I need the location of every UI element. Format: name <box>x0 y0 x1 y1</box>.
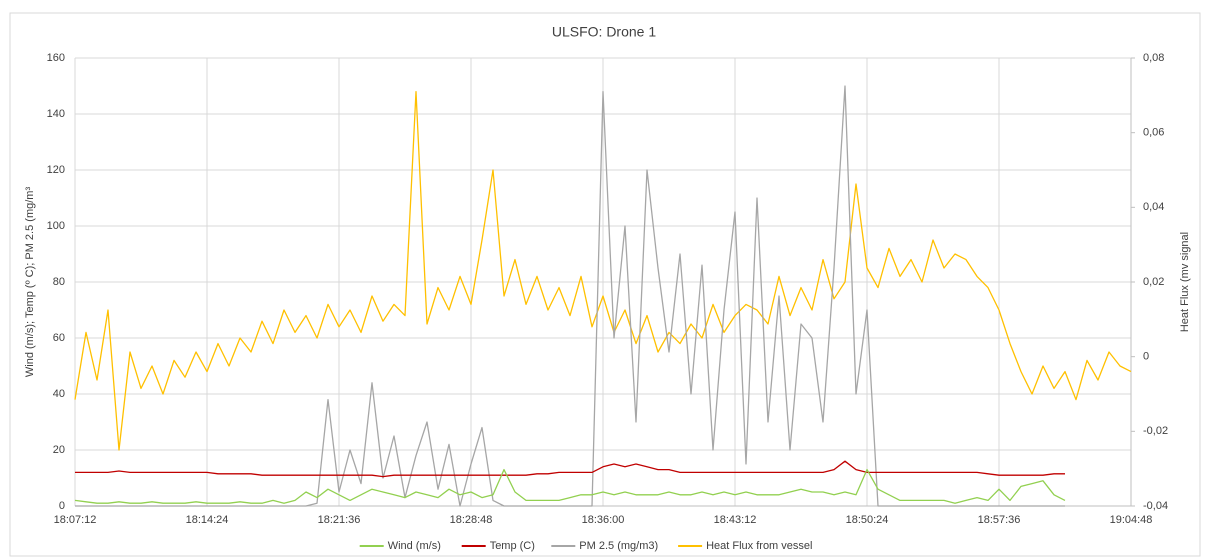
x-tick-label: 18:14:24 <box>186 514 229 526</box>
y2-tick-label: 0,02 <box>1143 276 1164 288</box>
y2-tick-label: 0 <box>1143 351 1149 363</box>
x-tick-label: 18:43:12 <box>714 514 757 526</box>
y-tick-label: 160 <box>47 52 65 64</box>
x-tick-label: 18:28:48 <box>450 514 493 526</box>
x-tick-label: 19:04:48 <box>1110 514 1153 526</box>
series-line <box>74 468 1066 504</box>
y2-tick-label: -0,02 <box>1143 425 1168 437</box>
chart-frame <box>9 12 1201 557</box>
x-tick-label: 18:57:36 <box>978 514 1021 526</box>
legend-label: Temp (C) <box>490 540 535 552</box>
chart-title: ULSFO: Drone 1 <box>552 24 656 40</box>
y2-tick-label: -0,04 <box>1143 500 1168 512</box>
x-tick-label: 18:50:24 <box>846 514 889 526</box>
y2-tick-label: 0,08 <box>1143 52 1164 64</box>
y2-tick-label: 0,06 <box>1143 127 1164 139</box>
series-line <box>75 85 1065 507</box>
y-tick-label: 140 <box>47 108 65 120</box>
y-tick-label: 60 <box>53 332 65 344</box>
legend-label: Wind (m/s) <box>388 540 441 552</box>
y-tick-label: 0 <box>59 500 65 512</box>
y2-tick-label: 0,04 <box>1143 201 1164 213</box>
y-tick-label: 80 <box>53 276 65 288</box>
y2-axis-label: Heat Flux (mv signal <box>1179 232 1191 332</box>
y-axis-label: Wind (m/s); Temp (º C); PM 2.5 (mg/m³ <box>24 187 36 378</box>
x-tick-label: 18:36:00 <box>582 514 625 526</box>
y-tick-label: 20 <box>53 444 65 456</box>
legend-label: PM 2.5 (mg/m3) <box>579 540 658 552</box>
legend-label: Heat Flux from vessel <box>706 540 812 552</box>
y-tick-label: 40 <box>53 388 65 400</box>
series-line <box>74 90 1132 451</box>
x-tick-label: 18:21:36 <box>318 514 361 526</box>
series-line <box>75 460 1065 478</box>
y-tick-label: 120 <box>47 164 65 176</box>
y-tick-label: 100 <box>47 220 65 232</box>
x-tick-label: 18:07:12 <box>54 514 97 526</box>
